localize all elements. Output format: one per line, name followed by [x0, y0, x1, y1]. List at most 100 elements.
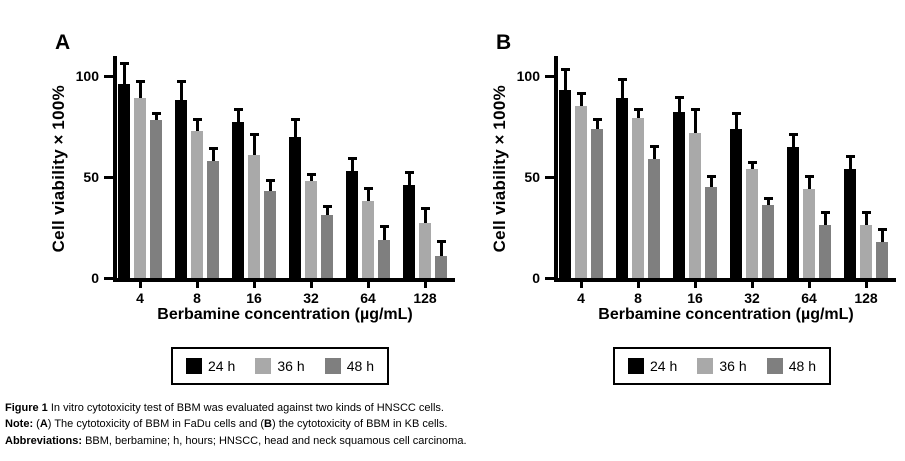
error-bar-cap [763, 197, 773, 201]
x-tick-mark [366, 282, 370, 288]
error-bar-cap [347, 156, 357, 160]
x-tick-label: 128 [854, 290, 878, 306]
error-bar [750, 160, 754, 169]
bar-24h-16 [673, 112, 685, 278]
bar-36h-16 [689, 132, 701, 278]
x-tick-mark [864, 282, 868, 288]
error-bar-cap [176, 80, 186, 84]
bar-36h-64 [362, 201, 374, 278]
error-bar [179, 80, 183, 101]
error-bar [848, 154, 852, 169]
legend-item-48h: 48 h [766, 358, 816, 374]
y-tick-label: 0 [91, 270, 99, 286]
y-tick-mark [545, 276, 554, 280]
error-bar-cap [265, 179, 275, 183]
bar-24h-8 [616, 98, 628, 278]
bar-36h-128 [860, 225, 872, 278]
x-tick-label: 8 [634, 290, 642, 306]
x-tick-mark [309, 282, 313, 288]
x-tick-label: 128 [413, 290, 437, 306]
figure-caption: Figure 1 In vitro cytotoxicity test of B… [5, 400, 645, 449]
legend-item-36h: 36 h [697, 358, 747, 374]
x-tick-label: 16 [246, 290, 262, 306]
legend-label: 36 h [277, 358, 305, 374]
bar-36h-4 [134, 98, 146, 278]
bar-48h-8 [648, 158, 660, 278]
y-tick-label: 0 [532, 270, 540, 286]
y-tick-label: 50 [83, 169, 99, 185]
legend-swatch [186, 358, 202, 374]
caption-line-2: Note: (A) The cytotoxicity of BBM in FaD… [5, 416, 645, 432]
legend-swatch [324, 358, 341, 374]
y-tick-label: 100 [516, 68, 540, 84]
caption-text: ) The cytotoxicity of BBM in FaDu cells … [47, 418, 265, 431]
bar-24h-32 [289, 136, 301, 278]
error-bar-cap [674, 96, 684, 100]
error-bar [195, 118, 199, 131]
error-bar-cap [192, 118, 202, 122]
legend-item-48h: 48 h [324, 358, 374, 374]
error-bar [579, 92, 583, 107]
error-bar-cap [747, 160, 757, 164]
error-bar [350, 156, 354, 171]
bar-24h-8 [175, 100, 187, 278]
error-bar [138, 80, 142, 99]
error-bar [709, 175, 713, 188]
error-bar [807, 175, 811, 190]
error-bar [325, 205, 329, 216]
bar-48h-32 [321, 215, 333, 278]
error-bar [366, 187, 370, 202]
legend-label: 36 h [719, 358, 747, 374]
error-bar [407, 170, 411, 186]
bar-24h-128 [403, 185, 415, 278]
caption-bold-text: Figure 1 [5, 402, 48, 414]
error-bar-cap [290, 118, 300, 122]
error-bar [563, 67, 567, 91]
bar-48h-128 [435, 255, 447, 278]
error-bar [309, 172, 313, 182]
error-bar [252, 132, 256, 155]
legend-label: 24 h [208, 358, 236, 374]
x-tick-mark [636, 282, 640, 288]
error-bar [766, 197, 770, 206]
panel-a-legend: 24 h 36 h 48 h [171, 347, 389, 385]
x-tick-label: 4 [577, 290, 585, 306]
caption-bold-text: Abbreviations: [5, 434, 83, 447]
legend-label: 24 h [650, 358, 678, 374]
bar-36h-128 [419, 223, 431, 278]
error-bar-cap [420, 207, 430, 211]
bar-48h-64 [378, 239, 390, 278]
y-tick-mark [104, 74, 113, 78]
error-bar [652, 144, 656, 159]
error-bar-cap [804, 174, 814, 178]
x-tick-label: 8 [193, 290, 201, 306]
error-bar-cap [576, 92, 586, 96]
x-tick-mark [750, 282, 754, 288]
error-bar-cap [649, 144, 659, 148]
x-tick-mark [423, 282, 427, 288]
caption-text: BBM, berbamine; h, hours; HNSCC, head an… [82, 434, 467, 447]
panel-b-plot-area: 0 50 100 4 8 16 32 64 128 [517, 56, 896, 306]
x-tick-mark [807, 282, 811, 288]
error-bar-cap [690, 108, 700, 112]
bar-24h-4 [559, 90, 571, 278]
x-tick-label: 64 [360, 290, 376, 306]
y-tick-mark [545, 175, 554, 179]
y-tick-mark [104, 175, 113, 179]
bar-48h-64 [819, 225, 831, 278]
error-bar [693, 108, 697, 133]
error-bar [823, 211, 827, 226]
x-tick-label: 32 [744, 290, 760, 306]
error-bar-cap [233, 108, 243, 112]
error-bar [236, 108, 240, 123]
error-bar-cap [617, 78, 627, 82]
x-tick-mark [138, 282, 142, 288]
legend-swatch [255, 358, 272, 374]
caption-text: ( [33, 418, 40, 431]
y-tick-mark [545, 74, 554, 78]
bar-48h-4 [591, 128, 603, 278]
error-bar [677, 96, 681, 113]
bar-24h-32 [730, 128, 742, 278]
error-bar [122, 61, 126, 85]
error-bar [595, 118, 599, 129]
